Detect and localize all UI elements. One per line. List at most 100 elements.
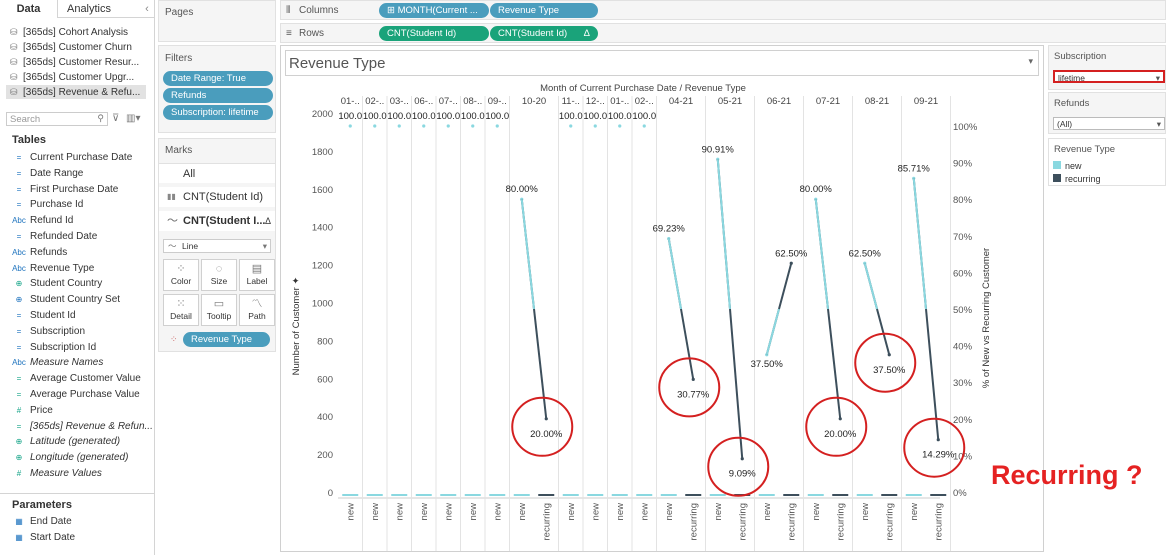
mark-card-tooltip[interactable]: ▭ Tooltip bbox=[201, 294, 237, 326]
refunds-filter-title: Refunds bbox=[1054, 98, 1090, 109]
bar-mark bbox=[930, 494, 947, 496]
field-item[interactable]: = Current Purchase Date bbox=[12, 150, 133, 166]
series-line-segment-new bbox=[863, 262, 878, 310]
marks-all[interactable]: All bbox=[159, 163, 275, 183]
highlight-circle bbox=[707, 436, 770, 497]
category-label: new bbox=[370, 503, 381, 521]
field-item[interactable]: = Date Range bbox=[12, 166, 84, 182]
field-item[interactable]: Abc Revenue Type bbox=[12, 261, 94, 277]
filter-pill-subscription[interactable]: Subscription: lifetime bbox=[163, 105, 273, 120]
month-label: 06-.. bbox=[414, 96, 433, 107]
columns-pill-revenue-type[interactable]: Revenue Type bbox=[490, 3, 598, 18]
field-item[interactable]: Abc Measure Names bbox=[12, 355, 103, 371]
series-line-segment-new bbox=[765, 308, 780, 356]
field-item[interactable]: ⊕ Student Country bbox=[12, 276, 103, 292]
mark-card-path[interactable]: 〽 Path bbox=[239, 294, 275, 326]
legend-item-recurring[interactable]: recurring bbox=[1053, 174, 1101, 184]
subscription-filter-title: Subscription bbox=[1054, 51, 1107, 62]
filter-icon[interactable]: ⊽ bbox=[112, 113, 120, 124]
tab-analytics[interactable]: Analytics bbox=[66, 3, 112, 15]
marks-pill-revenue-type[interactable]: Revenue Type bbox=[183, 332, 270, 347]
month-label: 07-.. bbox=[439, 96, 458, 107]
mark-card-color[interactable]: ⁘ Color bbox=[163, 259, 199, 291]
data-label: 9.09% bbox=[729, 469, 756, 480]
field-item[interactable]: = Subscription bbox=[12, 324, 85, 340]
parameter-start-date[interactable]: ▦ Start Date bbox=[12, 530, 75, 546]
field-item[interactable]: Abc Refunds bbox=[12, 245, 67, 261]
y-tick-label: 1600 bbox=[312, 185, 333, 196]
search-field[interactable]: Search ⚲ bbox=[6, 112, 108, 126]
chart-canvas[interactable]: Month of Current Purchase Date / Revenue… bbox=[281, 46, 1043, 551]
field-item[interactable]: = Purchase Id bbox=[12, 197, 84, 213]
view-options-icon[interactable]: ▥▾ bbox=[126, 113, 141, 124]
field-item[interactable]: ⊕ Longitude (generated) bbox=[12, 450, 129, 466]
field-item[interactable]: = Average Purchase Value bbox=[12, 387, 140, 403]
datasource-item[interactable]: ⛁ [365ds] Revenue & Refu... bbox=[6, 85, 146, 99]
field-item[interactable]: # Measure Values bbox=[12, 466, 102, 482]
highlight-circle bbox=[805, 396, 868, 457]
chevron-down-icon: ▾ bbox=[1155, 73, 1160, 83]
datasource-item[interactable]: ⛁ [365ds] Cohort Analysis bbox=[10, 27, 129, 38]
refunds-dropdown[interactable]: (All) ▾ bbox=[1053, 117, 1165, 130]
refunds-filter-card: Refunds (All) ▾ bbox=[1048, 92, 1166, 134]
month-label: 04-21 bbox=[669, 96, 693, 107]
bar-mark bbox=[342, 494, 359, 496]
line-point bbox=[471, 124, 475, 128]
marks-row-cnt1[interactable]: ▮▮ CNT(Student Id) bbox=[159, 187, 275, 207]
worksheet-view[interactable]: Revenue Type ▾ Month of Current Purchase… bbox=[280, 45, 1044, 552]
rows-icon: ≡ bbox=[286, 28, 292, 39]
datasource-item[interactable]: ⛁ [365ds] Customer Upgr... bbox=[10, 72, 135, 83]
columns-pill-month[interactable]: ⊞ MONTH(Current ... bbox=[379, 3, 489, 18]
field-item[interactable]: Abc Refund Id bbox=[12, 213, 73, 229]
data-label: 80.00% bbox=[506, 184, 539, 195]
globe-icon: ⊕ bbox=[15, 437, 23, 447]
field-item[interactable]: = Student Id bbox=[12, 308, 76, 324]
field-item[interactable]: = Average Customer Value bbox=[12, 371, 141, 387]
collapse-pane-icon[interactable]: ‹ bbox=[145, 3, 149, 15]
filter-pill-date-range[interactable]: Date Range: True bbox=[163, 71, 273, 86]
datasource-item[interactable]: ⛁ [365ds] Customer Resur... bbox=[10, 57, 140, 68]
mark-type-dropdown[interactable]: 〜 Line ▾ bbox=[163, 239, 271, 253]
mark-card-size[interactable]: ◌ Size bbox=[201, 259, 237, 291]
tab-data[interactable]: Data bbox=[0, 0, 58, 18]
field-item[interactable]: = [365ds] Revenue & Refun... bbox=[12, 419, 153, 435]
bar-mark bbox=[856, 494, 873, 496]
subscription-dropdown[interactable]: lifetime ▾ bbox=[1053, 70, 1165, 83]
series-line-segment-new bbox=[667, 238, 682, 310]
category-label: new bbox=[345, 503, 356, 521]
parameter-end-date[interactable]: ▦ End Date bbox=[12, 514, 71, 530]
field-item[interactable]: # Price bbox=[12, 403, 53, 419]
bar-mark bbox=[562, 494, 579, 496]
filters-shelf[interactable]: Filters Date Range: True Refunds Subscri… bbox=[158, 45, 276, 133]
field-item[interactable]: = Subscription Id bbox=[12, 340, 97, 356]
rows-pill-cnt1[interactable]: CNT(Student Id) bbox=[379, 26, 489, 41]
mark-card-detail[interactable]: ⁙ Detail bbox=[163, 294, 199, 326]
legend-item-new[interactable]: new bbox=[1053, 161, 1082, 171]
field-item[interactable]: = First Purchase Date bbox=[12, 182, 119, 198]
search-icon[interactable]: ⚲ bbox=[97, 113, 104, 123]
data-label: 100.0 bbox=[583, 111, 607, 122]
y-tick-label: 1800 bbox=[312, 147, 333, 158]
title-menu-icon[interactable]: ▾ bbox=[1028, 56, 1033, 66]
size-icon: ◌ bbox=[215, 263, 223, 275]
color-icon: ⁘ bbox=[176, 263, 186, 275]
columns-shelf[interactable]: ⦀ Columns ⊞ MONTH(Current ... Revenue Ty… bbox=[280, 0, 1166, 20]
rows-shelf[interactable]: ≡ Rows CNT(Student Id) CNT(Student Id) Δ bbox=[280, 23, 1166, 43]
line-point bbox=[446, 124, 450, 128]
calendar-icon: = bbox=[16, 311, 22, 320]
chart-header: Month of Current Purchase Date / Revenue… bbox=[540, 83, 746, 94]
pages-shelf[interactable]: Pages bbox=[158, 0, 276, 42]
rows-pill-cnt2[interactable]: CNT(Student Id) Δ bbox=[490, 26, 598, 41]
mark-card-label[interactable]: ▤ Label bbox=[239, 259, 275, 291]
field-item[interactable]: ⊕ Student Country Set bbox=[12, 292, 120, 308]
text-icon: Abc bbox=[12, 358, 26, 368]
y-tick-label: 200 bbox=[317, 450, 333, 461]
category-label: new bbox=[909, 503, 920, 521]
datasource-item[interactable]: ⛁ [365ds] Customer Churn bbox=[10, 42, 132, 53]
set-icon: ⊕ bbox=[15, 295, 23, 305]
filter-pill-refunds[interactable]: Refunds bbox=[163, 88, 273, 103]
marks-row-cnt2[interactable]: 〜 CNT(Student I... Δ bbox=[159, 211, 275, 231]
category-label: new bbox=[517, 503, 528, 521]
field-item[interactable]: = Refunded Date bbox=[12, 229, 98, 245]
field-item[interactable]: ⊕ Latitude (generated) bbox=[12, 434, 120, 450]
